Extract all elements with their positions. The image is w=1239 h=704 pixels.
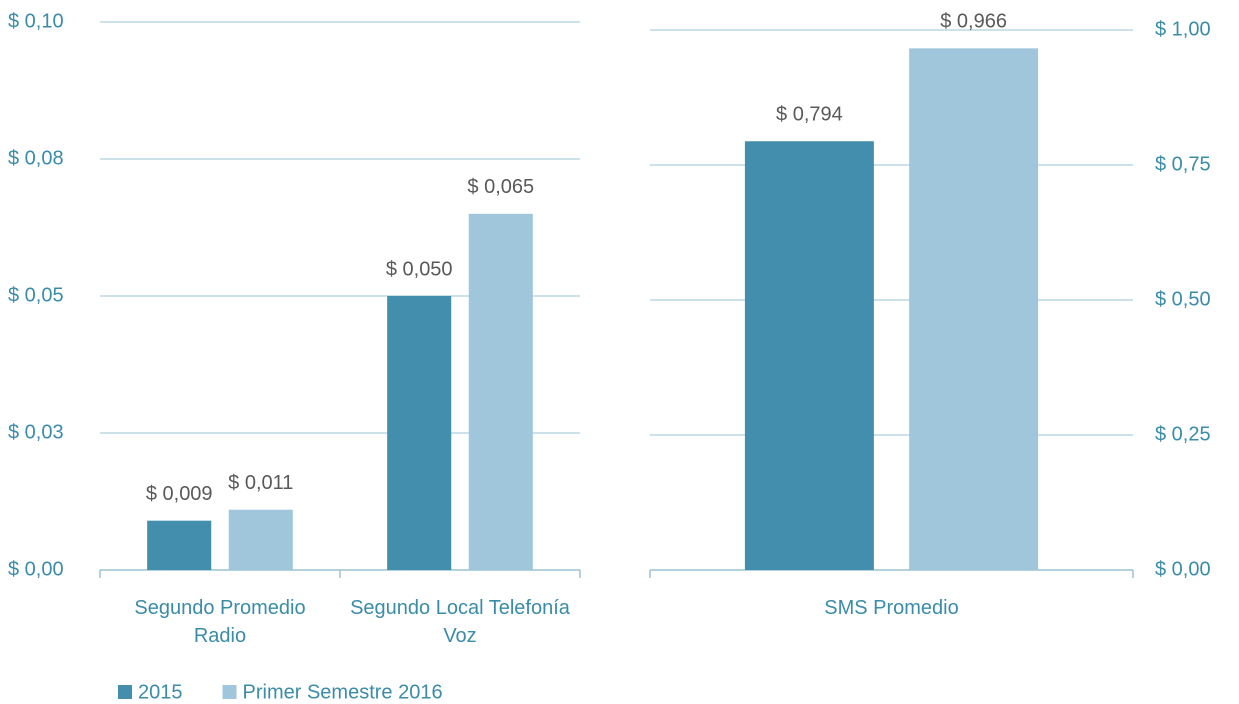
y-tick-label: $ 0,75: [1155, 153, 1211, 175]
y-tick-label: $ 0,10: [8, 10, 64, 32]
bar: [228, 509, 293, 570]
value-label: $ 0,065: [467, 176, 534, 198]
value-label: $ 0,794: [776, 104, 843, 126]
legend-swatch: [222, 685, 237, 699]
y-tick-label: $ 0,00: [8, 558, 64, 580]
y-tick-label: $ 0,05: [8, 284, 64, 306]
x-tick-label: Segundo Local Telefonía Voz: [350, 597, 570, 647]
y-tick-label: $ 1,00: [1155, 18, 1211, 40]
bar: [387, 296, 452, 570]
x-tick-label: Segundo Promedio Radio: [134, 597, 306, 647]
value-label: $ 0,966: [940, 11, 1007, 33]
legend-swatch: [118, 685, 132, 699]
bar: [147, 520, 212, 570]
legend-label: 2015: [138, 681, 183, 703]
x-tick-label: SMS Promedio: [824, 597, 959, 619]
y-tick-label: $ 0,08: [8, 147, 64, 169]
value-label: $ 0,050: [386, 258, 453, 280]
value-label: $ 0,011: [228, 472, 293, 494]
legend-label: Primer Semestre 2016: [243, 681, 443, 703]
y-tick-label: $ 0,50: [1155, 288, 1211, 310]
bar: [468, 213, 533, 571]
bar: [909, 48, 1039, 571]
y-tick-label: $ 0,25: [1155, 423, 1211, 445]
y-tick-label: $ 0,03: [8, 421, 64, 443]
y-tick-label: $ 0,00: [1155, 558, 1211, 580]
bar: [744, 141, 874, 571]
value-label: $ 0,009: [146, 483, 213, 505]
